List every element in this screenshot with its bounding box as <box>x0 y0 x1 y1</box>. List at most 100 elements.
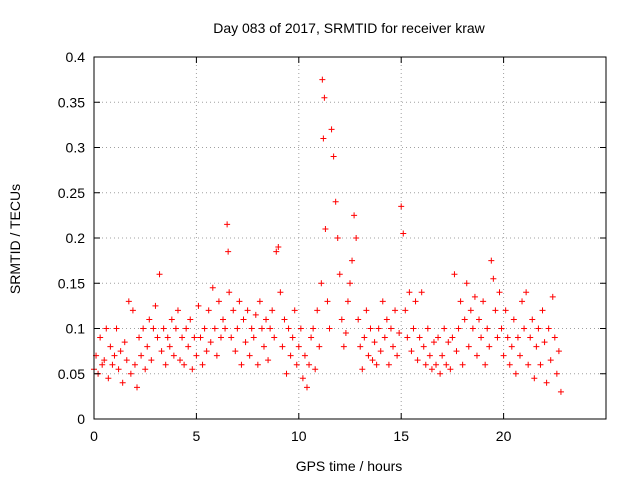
data-point <box>349 257 356 264</box>
data-point <box>531 375 538 382</box>
data-point <box>236 298 243 305</box>
data-point <box>265 357 272 364</box>
data-point <box>545 325 552 332</box>
data-point <box>392 307 399 314</box>
data-point <box>441 325 448 332</box>
data-point <box>494 334 501 341</box>
data-point <box>320 135 327 142</box>
data-point <box>367 325 374 332</box>
data-point <box>322 225 329 232</box>
data-point <box>340 343 347 350</box>
data-point <box>293 361 300 368</box>
data-point <box>156 271 163 278</box>
data-point <box>330 153 337 160</box>
data-point <box>310 325 317 332</box>
x-tick-label: 15 <box>393 428 409 444</box>
data-point <box>170 352 177 359</box>
data-point <box>381 334 388 341</box>
data-point <box>402 307 409 314</box>
data-point <box>174 307 181 314</box>
data-point <box>152 302 159 309</box>
data-point <box>537 361 544 368</box>
data-point <box>430 339 437 346</box>
data-point <box>437 370 444 377</box>
data-point <box>449 334 456 341</box>
data-point <box>187 316 194 323</box>
data-point <box>244 307 251 314</box>
data-point <box>414 357 421 364</box>
data-point <box>230 307 237 314</box>
data-point <box>433 361 440 368</box>
data-point <box>324 298 331 305</box>
data-point <box>209 284 216 291</box>
data-point <box>232 348 239 355</box>
data-point <box>355 316 362 323</box>
data-point <box>396 330 403 337</box>
data-point <box>406 289 413 296</box>
data-point <box>465 343 472 350</box>
data-point <box>549 293 556 300</box>
y-axis-label: SRMTID / TECUs <box>7 184 23 294</box>
data-point <box>269 307 276 314</box>
data-point <box>469 325 476 332</box>
data-point <box>225 248 232 255</box>
data-point <box>166 343 173 350</box>
axis-ticks: 0 0.05 0.1 0.15 0.2 0.25 0.3 0.35 0.4 0 5 10 15 20 <box>58 49 606 444</box>
data-point <box>140 325 147 332</box>
data-point <box>215 298 222 305</box>
data-point <box>125 298 132 305</box>
data-point <box>207 339 214 346</box>
data-point <box>97 334 104 341</box>
data-point <box>482 361 489 368</box>
data-point <box>443 361 450 368</box>
data-point <box>385 361 392 368</box>
data-point <box>287 352 294 359</box>
data-point <box>521 325 528 332</box>
data-point <box>131 361 138 368</box>
data-point <box>222 325 229 332</box>
data-point <box>289 334 296 341</box>
data-point <box>512 370 519 377</box>
y-tick-label: 0.15 <box>58 275 85 291</box>
data-point <box>226 289 233 296</box>
data-point <box>447 366 454 373</box>
data-point <box>457 298 464 305</box>
data-point <box>496 289 503 296</box>
data-point <box>119 379 126 386</box>
data-point <box>422 361 429 368</box>
data-point <box>519 298 526 305</box>
data-point <box>316 343 323 350</box>
data-point <box>197 334 204 341</box>
data-point <box>103 325 110 332</box>
data-point <box>420 343 427 350</box>
data-point <box>555 348 562 355</box>
data-point <box>109 361 116 368</box>
data-point <box>394 352 401 359</box>
data-point <box>557 388 564 395</box>
data-point <box>328 126 335 133</box>
data-point <box>543 379 550 386</box>
data-point <box>551 334 558 341</box>
y-tick-label: 0.2 <box>66 230 86 246</box>
data-points <box>91 76 564 395</box>
data-point <box>111 352 118 359</box>
data-point <box>492 307 499 314</box>
data-point <box>136 334 143 341</box>
x-tick-label: 10 <box>291 428 307 444</box>
data-point <box>250 334 257 341</box>
data-point <box>527 334 534 341</box>
data-point <box>199 361 206 368</box>
chart-title: Day 083 of 2017, SRMTID for receiver kra… <box>213 20 485 36</box>
data-point <box>168 316 175 323</box>
data-point <box>514 334 521 341</box>
data-point <box>347 280 353 287</box>
data-point <box>480 298 487 305</box>
data-point <box>263 316 270 323</box>
data-point <box>115 366 122 373</box>
data-point <box>201 325 208 332</box>
data-point <box>353 235 360 241</box>
data-point <box>490 275 497 282</box>
data-point <box>179 334 186 341</box>
data-point <box>228 334 235 341</box>
data-point <box>338 316 345 323</box>
